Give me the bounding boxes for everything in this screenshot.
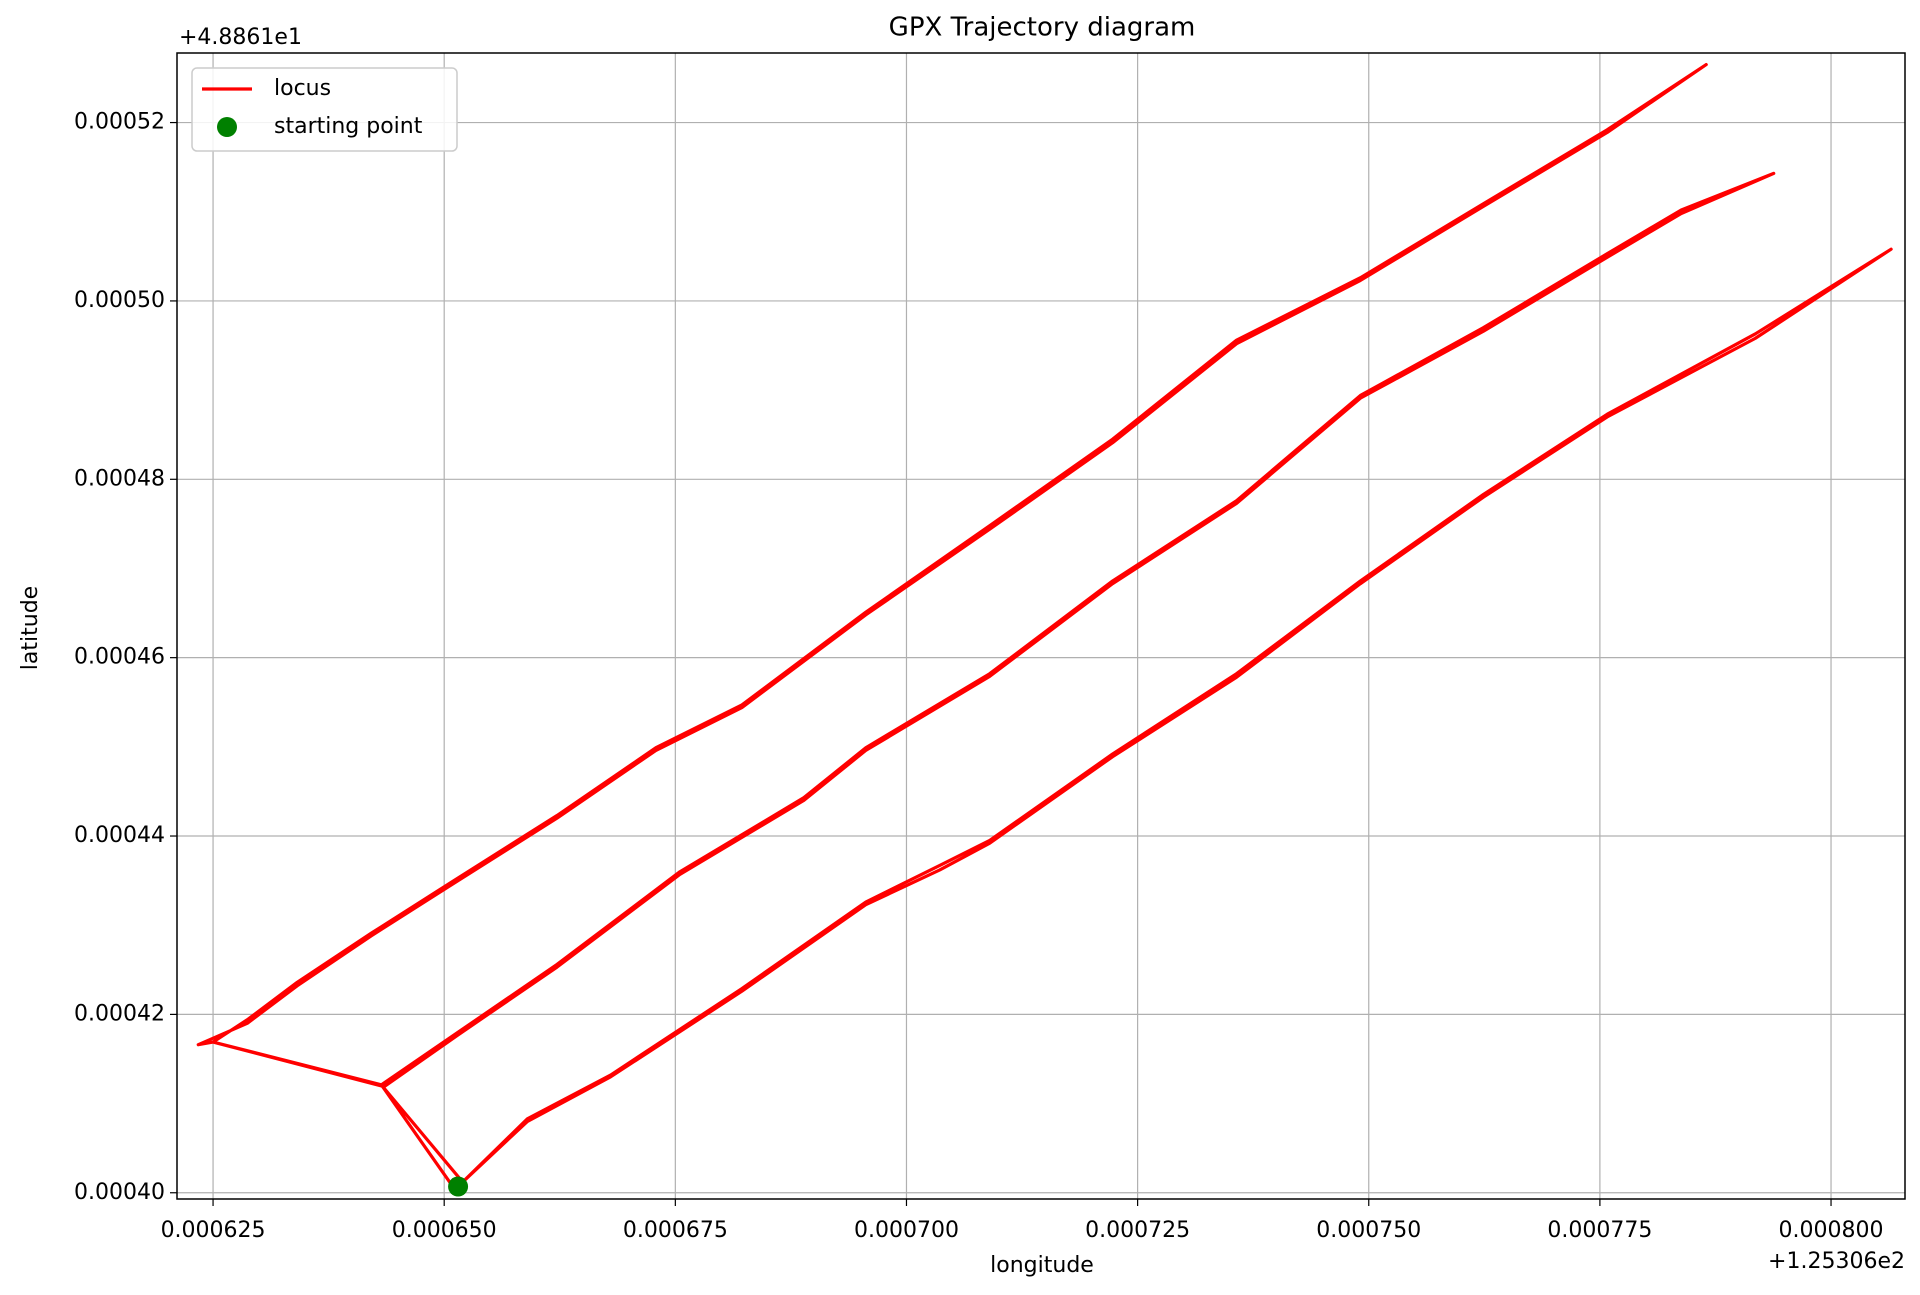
- y-tick-label: 0.00046: [74, 645, 165, 670]
- y-offset-label: +4.8861e1: [179, 25, 302, 50]
- scatter-point: [448, 1176, 469, 1197]
- y-tick-label: 0.00042: [74, 1001, 165, 1026]
- chart-title: GPX Trajectory diagram: [889, 13, 1196, 43]
- axes-frame: [176, 52, 1906, 1200]
- y-tick-label: 0.00044: [74, 823, 165, 848]
- x-tick-label: 0.000800: [1779, 1218, 1884, 1243]
- legend-box: [191, 67, 458, 152]
- y-tick-label: 0.00052: [74, 110, 165, 135]
- y-tick-label: 0.00040: [74, 1180, 165, 1205]
- x-tick-label: 0.000625: [161, 1218, 266, 1243]
- x-tick-label: 0.000775: [1547, 1218, 1652, 1243]
- x-tick-label: 0.000725: [1085, 1218, 1190, 1243]
- legend-marker: [217, 117, 237, 137]
- x-offset-label: +1.25306e2: [1768, 1249, 1905, 1274]
- y-tick-label: 0.00050: [74, 288, 165, 313]
- y-axis-label: latitude: [18, 586, 43, 670]
- y-tick-label: 0.00048: [74, 466, 165, 491]
- legend-label: starting point: [274, 114, 423, 139]
- x-tick-label: 0.000675: [623, 1218, 728, 1243]
- x-tick-label: 0.000700: [854, 1218, 959, 1243]
- x-tick-label: 0.000750: [1316, 1218, 1421, 1243]
- trajectory-line: [196, 62, 1893, 1192]
- x-tick-label: 0.000650: [392, 1218, 497, 1243]
- x-axis-label: longitude: [990, 1253, 1094, 1278]
- legend-label: locus: [274, 76, 331, 101]
